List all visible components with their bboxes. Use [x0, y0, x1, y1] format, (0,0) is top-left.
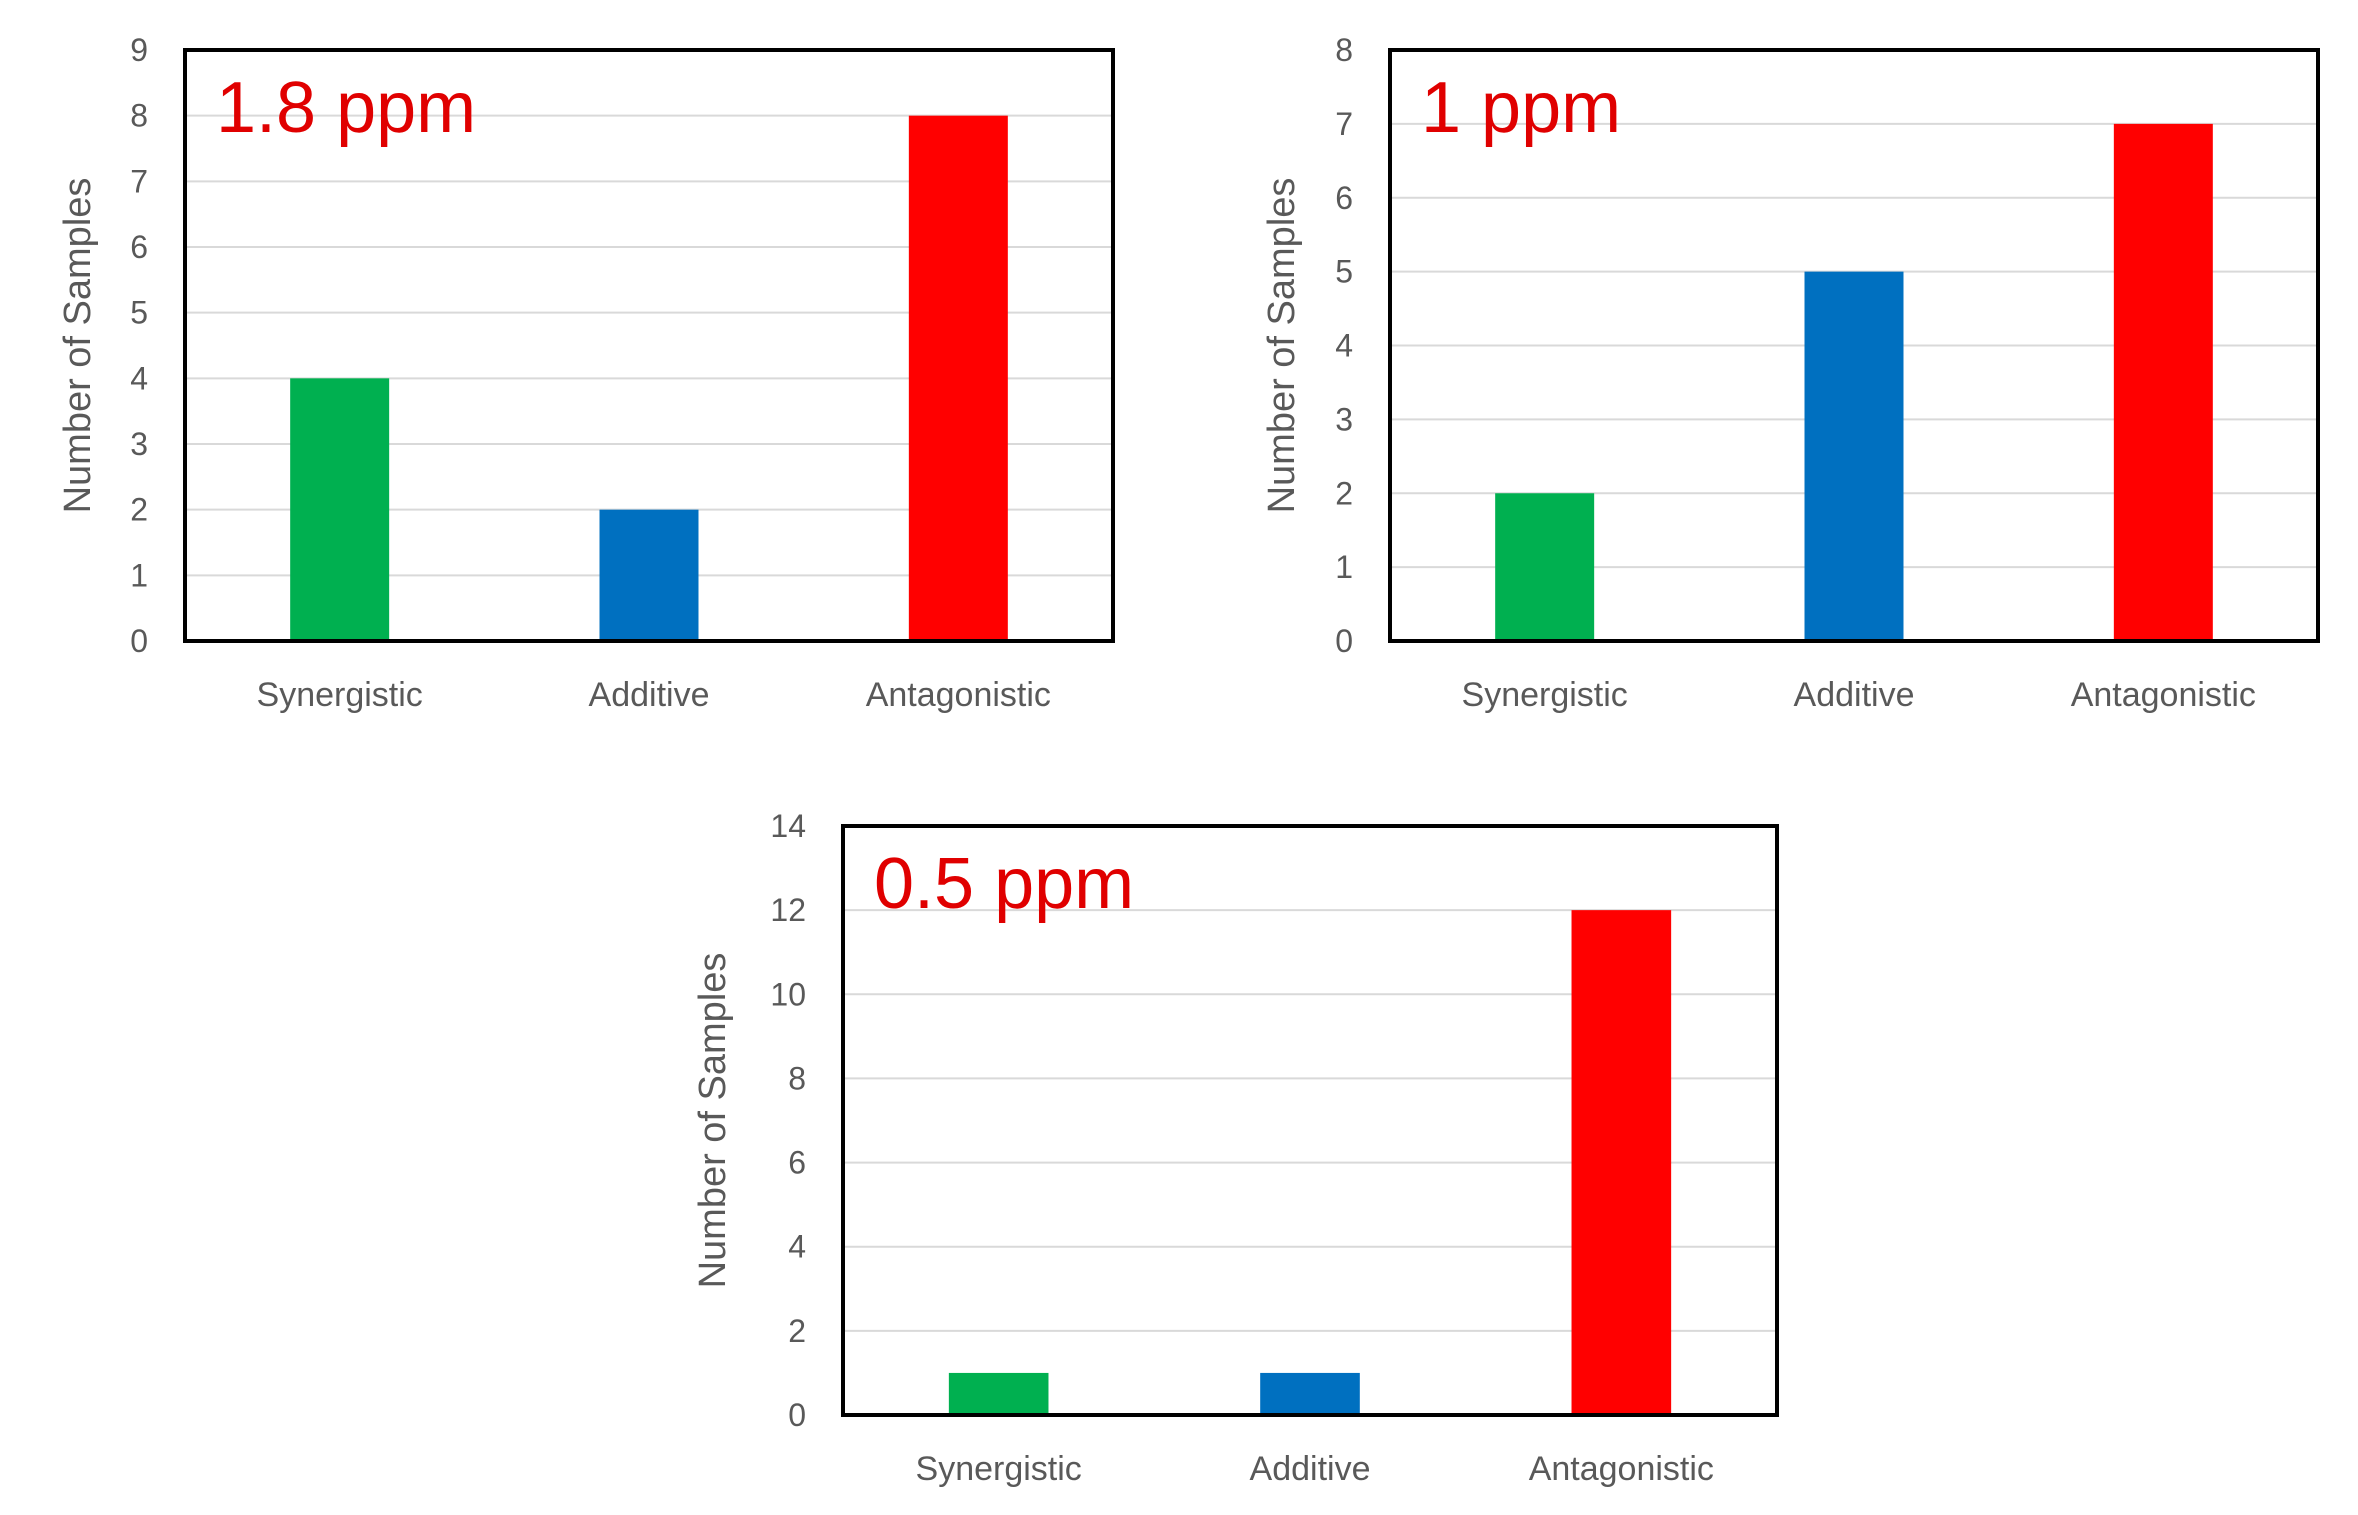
y-tick-label: 7 [1335, 106, 1353, 142]
y-tick-label: 5 [1335, 254, 1353, 290]
y-tick-label: 2 [130, 492, 148, 528]
x-category-label: Synergistic [257, 676, 423, 714]
x-category-label: Additive [1794, 676, 1915, 714]
y-tick-label: 4 [788, 1229, 806, 1265]
y-tick-label: 4 [130, 360, 148, 396]
chart-title: 1.8 ppm [216, 68, 476, 148]
x-category-label: Antagonistic [2071, 676, 2256, 714]
y-axis-label: Number of Samples [1261, 178, 1303, 514]
chart-panel-1: 0 1 2 3 4 5 6 7 8 Synergistic Additive Antagonistic… [1261, 32, 2320, 714]
y-tick-label: 14 [770, 808, 806, 844]
y-tick-label: 0 [130, 623, 148, 659]
y-tick-label: 5 [130, 295, 148, 331]
y-tick-label: 6 [130, 229, 148, 265]
y-tick-label: 0 [1335, 623, 1353, 659]
y-tick-label: 0 [788, 1397, 806, 1433]
bar-synergistic [290, 378, 390, 641]
bar-synergistic [948, 1372, 1049, 1415]
y-tick-label: 6 [1335, 180, 1353, 216]
y-tick-label: 8 [1335, 32, 1353, 68]
y-axis-label: Number of Samples [57, 178, 99, 514]
bar-additive [1804, 271, 1904, 641]
y-tick-label: 2 [1335, 475, 1353, 511]
chart-title: 1 ppm [1421, 68, 1621, 148]
x-category-label: Antagonistic [866, 676, 1051, 714]
y-tick-label: 8 [130, 98, 148, 134]
bar-antagonistic [1571, 910, 1672, 1415]
x-category-label: Synergistic [916, 1450, 1082, 1488]
x-category-label: Additive [589, 676, 710, 714]
bar-antagonistic [908, 115, 1008, 641]
y-tick-label: 6 [788, 1145, 806, 1181]
bar-antagonistic [2113, 123, 2213, 641]
y-tick-label: 4 [1335, 328, 1353, 364]
x-category-label: Synergistic [1462, 676, 1628, 714]
y-tick-label: 1 [130, 557, 148, 593]
plot-frame [183, 48, 1115, 643]
y-tick-label: 3 [1335, 401, 1353, 437]
chart-title: 0.5 ppm [874, 844, 1134, 924]
chart-panel-2: 0 2 4 6 8 10 12 14 Synergistic Additive Antagonist… [692, 808, 1779, 1488]
bar-synergistic [1495, 493, 1595, 641]
y-tick-label: 2 [788, 1313, 806, 1349]
x-category-label: Antagonistic [1529, 1450, 1714, 1488]
plot-frame [841, 824, 1779, 1417]
y-axis-label: Number of Samples [692, 953, 734, 1289]
y-tick-label: 7 [130, 163, 148, 199]
y-tick-label: 9 [130, 32, 148, 68]
bar-additive [599, 509, 699, 641]
y-tick-label: 1 [1335, 549, 1353, 585]
chart-panel-0: 0 1 2 3 4 5 6 7 8 9 Synergistic Additive Antagonisti… [57, 32, 1115, 714]
plot-frame [1388, 48, 2320, 643]
y-tick-label: 10 [770, 976, 806, 1012]
bar-additive [1260, 1372, 1360, 1415]
y-tick-label: 12 [770, 892, 806, 928]
y-tick-label: 3 [130, 426, 148, 462]
x-category-label: Additive [1250, 1450, 1371, 1488]
y-tick-label: 8 [788, 1060, 806, 1096]
